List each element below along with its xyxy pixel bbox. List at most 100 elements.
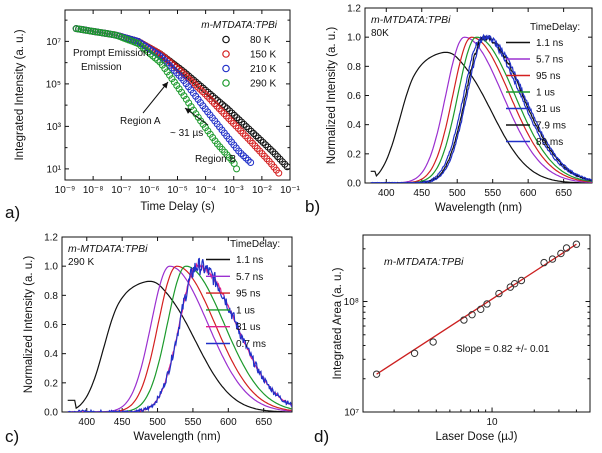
y-tick-label-c: 0.0 <box>44 408 58 419</box>
data-point-a <box>103 30 111 38</box>
panel-c: 400 450 500 550 600 650 0.0 0.2 0.4 0.6 0.8 1.0 1.2 W… <box>5 233 293 446</box>
data-point-a <box>77 25 85 33</box>
x-tick-label-a: 10⁻⁷ <box>111 185 131 196</box>
x-tick-label-c: 500 <box>149 417 166 428</box>
y-tick-label-b: 0.2 <box>347 149 361 160</box>
y-tick-label-b: 1.2 <box>347 4 361 15</box>
data-point-a <box>266 145 274 153</box>
series-group-a <box>72 25 290 177</box>
data-point-a <box>199 88 207 96</box>
data-point-a <box>262 141 270 149</box>
data-point-a <box>79 26 87 34</box>
x-axis-label-b: Wavelength (nm) <box>435 202 522 214</box>
legend-label-a: 290 K <box>250 79 276 90</box>
plot-frame-d <box>362 234 591 413</box>
plot-subtitle-c: 290 K <box>68 257 94 268</box>
legend-label-b: 7.9 ms <box>536 121 566 132</box>
x-tick-label-b: 500 <box>449 188 466 199</box>
data-point-d <box>483 300 491 308</box>
legend-title-c: TimeDelay: <box>230 239 280 250</box>
data-point-d <box>410 349 419 357</box>
data-point-a <box>257 136 265 144</box>
legend-label-a: 80 K <box>250 35 271 46</box>
spectrum-line-c <box>67 257 292 412</box>
x-axis-label-c: Wavelength (nm) <box>133 431 220 443</box>
arrow-region-a <box>142 81 169 114</box>
legend-label-b: 1.1 ns <box>536 38 563 49</box>
legend-label-c: 95 ns <box>236 289 260 300</box>
y-tick-label-a: 10⁷ <box>46 37 61 48</box>
annotation-31us-a: ~ 31 µs <box>170 128 203 139</box>
data-point-d <box>510 279 519 288</box>
panel-label-b: b) <box>305 197 320 216</box>
series-group-b <box>370 33 592 183</box>
x-axis-label-d: Laser Dose (µJ) <box>435 431 517 443</box>
plot-subtitle-b: 80K <box>371 28 389 39</box>
data-point-d <box>460 316 468 324</box>
data-point-d <box>540 258 548 267</box>
spectrum-line-b <box>370 36 592 183</box>
legend-label-c: 0.7 ms <box>236 339 266 350</box>
data-point-a <box>259 139 267 147</box>
legend-label-a: 150 K <box>250 50 276 61</box>
data-point-a <box>189 79 197 87</box>
legend-marker-a <box>222 35 230 44</box>
data-point-a <box>237 149 245 157</box>
x-tick-label-a: 10⁻³ <box>224 185 244 196</box>
x-tick-label-d: 10 <box>486 417 498 428</box>
data-point-a <box>185 99 193 107</box>
y-tick-label-d: 10⁷ <box>344 408 359 419</box>
legend-label-c: 1 us <box>236 305 255 316</box>
spectrum-line-c <box>67 280 292 412</box>
data-point-a <box>244 156 252 164</box>
data-point-d <box>517 276 526 285</box>
data-point-d <box>468 310 476 319</box>
y-tick-label-c: 1.2 <box>44 233 58 244</box>
y-axis-label-d: Integrated Area (a. u.) <box>332 267 344 379</box>
data-point-a <box>178 88 186 96</box>
y-tick-label-c: 0.2 <box>44 378 58 389</box>
data-point-a <box>252 132 260 140</box>
data-point-a <box>89 27 97 35</box>
data-point-a <box>201 90 209 98</box>
data-point-d <box>572 240 581 248</box>
legend-label-b: 31 us <box>536 104 560 115</box>
data-point-d <box>548 255 557 263</box>
data-point-a <box>283 163 290 171</box>
x-tick-label-c: 600 <box>220 417 237 428</box>
data-point-a <box>96 29 104 37</box>
legend-label-b: 89 ms <box>536 137 563 148</box>
data-point-a <box>247 127 255 135</box>
spectrum-line-c <box>67 265 292 412</box>
y-tick-label-c: 0.4 <box>44 349 58 360</box>
legend-a: m-MTDATA:TPBi 80 K 150 K 210 K 290 K <box>201 20 278 90</box>
legend-c: TimeDelay: 1.1 ns 5.7 ns 95 ns 1 us 31 us 0.7 … <box>206 239 280 350</box>
data-point-a <box>179 70 187 78</box>
x-tick-label-b: 450 <box>413 188 430 199</box>
y-tick-label-b: 0.6 <box>347 91 361 102</box>
legend-label-b: 1 us <box>536 88 555 99</box>
legend-marker-a <box>222 79 230 87</box>
panel-a: 10⁻⁹ 10⁻⁸ 10⁻⁷ 10⁻⁶ 10⁻⁵ 10⁻⁴ 10⁻³ 10⁻² 10⁻¹ 10¹ 1… <box>5 9 301 222</box>
data-point-a <box>72 25 80 33</box>
data-point-a <box>91 28 99 36</box>
data-point-a <box>250 129 258 137</box>
y-tick-label-a: 10³ <box>47 122 62 133</box>
data-point-a <box>187 76 195 84</box>
data-point-a <box>247 159 255 167</box>
data-point-a <box>223 105 231 113</box>
data-point-a <box>196 85 204 93</box>
plot-title-b: m-MTDATA:TPBi <box>371 14 451 26</box>
data-point-a <box>94 28 102 36</box>
data-point-a <box>230 111 238 119</box>
plot-title-c: m-MTDATA:TPBi <box>68 243 148 255</box>
data-point-d <box>557 249 565 258</box>
x-tick-label-c: 450 <box>114 417 131 428</box>
data-point-d <box>562 244 571 252</box>
data-point-a <box>242 154 250 162</box>
x-tick-label-c: 400 <box>78 417 95 428</box>
data-point-a <box>226 107 234 115</box>
data-point-a <box>101 29 109 37</box>
data-point-a <box>238 118 246 126</box>
